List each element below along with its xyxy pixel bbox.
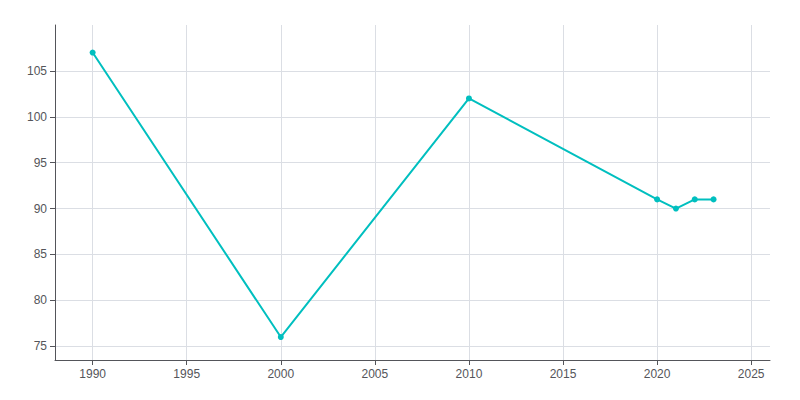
svg-text:95: 95: [34, 156, 48, 170]
svg-text:105: 105: [27, 64, 47, 78]
svg-text:2020: 2020: [644, 367, 671, 381]
svg-text:75: 75: [34, 339, 48, 353]
svg-text:90: 90: [34, 202, 48, 216]
svg-text:1995: 1995: [173, 367, 200, 381]
svg-text:2000: 2000: [267, 367, 294, 381]
svg-text:2015: 2015: [550, 367, 577, 381]
svg-text:2010: 2010: [456, 367, 483, 381]
svg-text:2005: 2005: [362, 367, 389, 381]
svg-text:1990: 1990: [79, 367, 106, 381]
svg-text:2025: 2025: [738, 367, 765, 381]
svg-text:85: 85: [34, 247, 48, 261]
svg-text:100: 100: [27, 110, 47, 124]
svg-text:80: 80: [34, 293, 48, 307]
